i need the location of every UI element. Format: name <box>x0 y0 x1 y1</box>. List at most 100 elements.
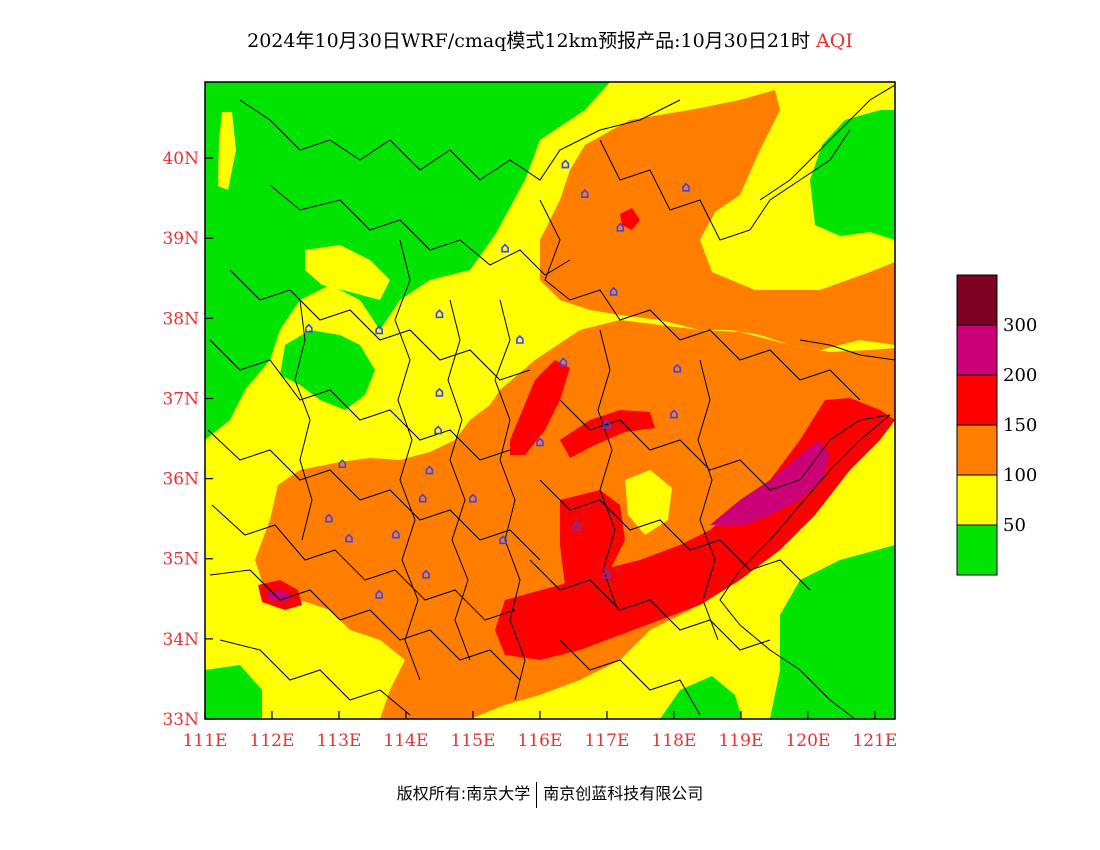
boundary-line <box>599 129 851 241</box>
station-marker <box>603 569 611 579</box>
station-marker <box>670 409 678 419</box>
x-tick-label: 120E <box>785 731 830 751</box>
x-tick-label: 121E <box>852 731 897 751</box>
aqi-zone-moderate-inner <box>305 245 390 300</box>
owner-nju: 南京大学 <box>466 784 531 803</box>
boundary-line <box>697 359 719 641</box>
legend-swatch <box>956 274 998 326</box>
legend-swatch <box>956 524 998 576</box>
station-marker <box>559 357 568 367</box>
y-tick-label: 38N <box>162 309 199 329</box>
station-marker <box>422 569 430 579</box>
coastline <box>799 339 895 361</box>
station-marker <box>609 286 618 296</box>
station-marker <box>469 493 477 503</box>
station-marker <box>375 589 383 599</box>
legend-label: 200 <box>1003 365 1037 386</box>
station-marker <box>434 425 442 435</box>
legend-label: 50 <box>1003 515 1026 536</box>
legend-swatch <box>956 374 998 426</box>
station-marker <box>305 323 313 333</box>
title-text: 2024年10月30日WRF/cmaq模式12km预报产品:10月30日21时 <box>247 30 811 52</box>
y-tick-label: 33N <box>162 710 199 730</box>
aqi-zone-unhealthy-spot <box>620 208 640 230</box>
station-marker <box>418 493 427 503</box>
boundary-line <box>539 199 861 401</box>
station-marker <box>572 521 581 531</box>
station-marker <box>603 419 611 429</box>
boundary-line <box>209 339 511 461</box>
legend-swatch <box>956 474 998 526</box>
station-marker <box>536 437 544 447</box>
aqi-zone-moderate-strip <box>218 112 236 190</box>
station-marker <box>435 309 444 319</box>
y-tick-label: 37N <box>162 389 199 409</box>
y-tick-label: 35N <box>162 550 199 570</box>
aqi-zone-good-southeast <box>770 545 895 719</box>
map-frame <box>204 81 896 720</box>
boundary-line <box>209 569 521 681</box>
station-marker <box>338 459 347 468</box>
x-tick-label: 116E <box>518 731 563 751</box>
station-marker <box>581 189 589 198</box>
boundary-line <box>494 299 526 701</box>
boundary-lines <box>207 84 895 719</box>
boundary-line <box>294 299 313 541</box>
y-axis: 33N 34N 35N 36N 37N 38N 39N 40N <box>162 149 213 730</box>
coastline <box>759 84 895 201</box>
boundary-line <box>207 429 541 561</box>
boundary-line <box>211 504 516 621</box>
station-markers <box>305 159 690 599</box>
station-marker <box>425 465 434 475</box>
boundary-line <box>529 559 771 651</box>
variable-label: AQI <box>816 30 853 52</box>
y-tick-label: 40N <box>162 149 199 169</box>
x-tick-label: 112E <box>250 731 295 751</box>
station-marker <box>561 159 570 169</box>
aqi-zone-good-taihang <box>280 330 375 410</box>
boundary-line <box>597 329 619 611</box>
aqi-zone-good-northwest <box>205 82 610 440</box>
station-marker <box>682 182 690 192</box>
legend-swatch <box>956 424 998 476</box>
x-tick-label: 111E <box>183 731 228 751</box>
boundary-line <box>559 639 701 716</box>
aqi-zone-moderate-island <box>625 470 672 535</box>
station-marker <box>499 535 507 545</box>
station-marker <box>501 243 509 253</box>
footer-separator <box>536 781 538 808</box>
station-marker <box>616 222 625 232</box>
boundary-line <box>394 239 421 681</box>
aqi-zone-good-northeast <box>810 110 895 240</box>
x-tick-label: 113E <box>317 731 362 751</box>
aqi-zone-unhealthy-band <box>560 410 655 458</box>
legend-label: 150 <box>1003 415 1037 436</box>
station-marker <box>392 529 400 539</box>
y-tick-label: 36N <box>162 470 199 490</box>
station-marker <box>375 325 383 335</box>
boundary-line <box>539 479 811 591</box>
coastline <box>719 414 891 719</box>
station-marker <box>673 363 682 373</box>
boundary-line <box>219 639 411 716</box>
x-tick-label: 117E <box>585 731 630 751</box>
aqi-zone-good-southwest <box>205 665 262 719</box>
legend-label: 100 <box>1003 465 1037 486</box>
x-tick-label: 118E <box>652 731 697 751</box>
boundary-line <box>229 269 531 381</box>
legend-label: 300 <box>1003 315 1037 336</box>
x-tick-label: 114E <box>384 731 429 751</box>
boundary-line <box>559 399 891 491</box>
copyright-footer: 版权所有:南京大学 南京创蓝科技有限公司 <box>0 780 1100 808</box>
boundary-line <box>269 184 571 276</box>
aqi-zone-usg-north <box>540 90 895 350</box>
boundary-line <box>239 99 681 181</box>
legend-swatch <box>956 324 998 376</box>
aqi-zone-unhealthy-hebei <box>510 360 570 455</box>
y-tick-label: 34N <box>162 630 199 650</box>
owner-company: 南京创蓝科技有限公司 <box>543 784 704 803</box>
x-tick-label: 119E <box>718 731 763 751</box>
x-axis: 111E 112E 113E 114E 115E 116E 117E 118E 119E 120E… <box>183 711 897 751</box>
aqi-zone-very-unhealthy-east <box>710 440 830 525</box>
